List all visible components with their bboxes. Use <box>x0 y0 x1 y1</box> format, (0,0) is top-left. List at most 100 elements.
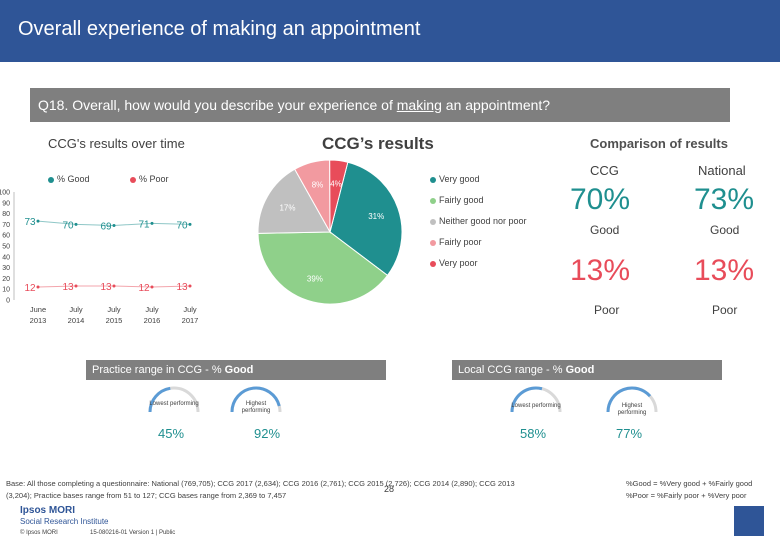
pie-slice <box>257 231 389 305</box>
page-title: Overall experience of making an appointm… <box>18 18 421 40</box>
col-national-header: National <box>698 163 746 178</box>
pie-legend-item: Fairly poor <box>430 237 527 247</box>
practice-highest-gauge <box>230 386 282 413</box>
good-definition: %Good = %Very good + %Fairly good <box>626 479 753 488</box>
pie-legend-label: Fairly good <box>439 195 484 205</box>
data-point <box>150 221 154 225</box>
legend-good-label: % Good <box>57 174 90 184</box>
practice-highest-value: 92% <box>254 426 281 441</box>
good-ccg-label: Good <box>590 223 620 237</box>
pie-legend-item: Neither good nor poor <box>430 216 527 226</box>
practice-range-prefix: Practice range in CCG - % <box>92 364 225 376</box>
y-tick-label: 10 <box>2 287 10 294</box>
data-label: 73 <box>24 217 36 228</box>
x-tick-label: July 2017 <box>182 305 199 325</box>
pie-legend-item: Very good <box>430 174 527 184</box>
pie-legend: Very good Fairly good Neither good nor poo… <box>430 174 527 279</box>
pie-slice-label: 31% <box>368 212 384 221</box>
y-tick-label: 0 <box>6 298 10 305</box>
brand-subtitle: Social Research Institute <box>20 517 109 526</box>
x-tick-label: July 2016 <box>144 305 161 325</box>
pie-slice <box>257 168 331 234</box>
data-point <box>36 285 40 289</box>
local-highest-gauge <box>606 386 658 413</box>
good-ccg-value: 70% <box>570 183 631 216</box>
x-tick-label: July 2014 <box>68 305 85 325</box>
data-label: 70 <box>176 220 188 231</box>
pie-legend-label: Neither good nor poor <box>439 216 527 226</box>
data-point <box>188 222 192 226</box>
gauge-fill <box>148 386 171 413</box>
pie-legend-swatch <box>430 239 436 246</box>
base-footnote: Base: All those completing a questionnai… <box>6 479 515 500</box>
practice-highest-label: Highest performing <box>241 401 271 414</box>
pie-legend-item: Very poor <box>430 258 527 268</box>
copyright-text: © Ipsos MORI <box>20 530 58 536</box>
y-tick-label: 60 <box>2 233 10 240</box>
poor-national-label: Poor <box>712 303 738 317</box>
page-number: 28 <box>384 484 395 494</box>
pie-legend-item: Fairly good <box>430 195 527 205</box>
legend-good: % Good <box>48 174 90 184</box>
poor-national-value: 13% <box>694 254 755 287</box>
pie-legend-label: Very good <box>439 174 480 184</box>
gauge-track <box>148 386 200 413</box>
pie-legend-swatch <box>430 218 436 225</box>
practice-range-bar: Practice range in CCG - % Good <box>86 360 386 380</box>
col-ccg-header: CCG <box>590 163 619 178</box>
y-tick-label: 80 <box>2 211 10 218</box>
data-point <box>74 284 78 288</box>
y-tick-label: 90 <box>2 200 10 207</box>
legend-good-swatch <box>48 176 54 183</box>
question-text: Q18. Overall, how would you describe you… <box>38 97 550 113</box>
ccg-results-heading: CCG’s results <box>322 134 434 153</box>
data-point <box>112 284 116 288</box>
data-label: 69 <box>100 221 112 232</box>
legend-poor-label: % Poor <box>139 174 169 184</box>
poor-definition: %Poor = %Fairly poor + %Very poor <box>626 491 747 500</box>
good-national-label: Good <box>710 223 740 237</box>
pie-legend-swatch <box>430 260 436 267</box>
local-highest-label: Highest performing <box>617 403 647 416</box>
y-tick-label: 30 <box>2 265 10 272</box>
poor-ccg-value: 13% <box>570 254 631 287</box>
practice-range-bold: Good <box>224 364 254 376</box>
x-tick-label: July 2015 <box>106 305 123 325</box>
data-point <box>188 284 192 288</box>
pie-slice-label: 17% <box>279 204 295 213</box>
data-label: 13 <box>100 282 112 293</box>
y-tick-label: 50 <box>2 244 10 251</box>
data-point <box>150 285 154 289</box>
local-range-bold: Good <box>565 364 595 376</box>
over-time-heading: CCG's results over time <box>48 136 185 151</box>
question-underlined: making <box>396 97 442 113</box>
question-bar: Q18. Overall, how would you describe you… <box>30 88 730 122</box>
local-lowest-gauge <box>510 386 562 413</box>
data-label: 13 <box>62 282 74 293</box>
gauge-fill <box>230 386 281 413</box>
y-tick-label: 100 <box>0 190 10 197</box>
data-point <box>112 223 116 227</box>
gauge-fill <box>606 386 652 413</box>
pie-chart: 31% 39% 17% 8% 4% <box>257 159 403 305</box>
practice-lowest-label: Lowest performing <box>149 401 199 407</box>
pie-slice-label: 4% <box>330 179 342 188</box>
good-national-value: 73% <box>694 183 755 216</box>
local-range-prefix: Local CCG range - % <box>458 364 566 376</box>
practice-lowest-gauge <box>148 386 200 413</box>
local-range-bar: Local CCG range - % Good <box>452 360 722 380</box>
version-text: 15-080216-01 Version 1 | Public <box>90 530 176 536</box>
local-highest-value: 77% <box>616 426 643 441</box>
pie-slice-label: 8% <box>312 181 324 190</box>
pie-legend-swatch <box>430 197 436 204</box>
pie-legend-label: Fairly poor <box>439 237 482 247</box>
y-tick-label: 40 <box>2 254 10 261</box>
question-prefix: Q18. Overall, how would you describe you… <box>38 97 397 113</box>
data-label: 12 <box>138 283 150 294</box>
question-suffix: an appointment? <box>441 97 551 113</box>
gauge-fill <box>510 386 543 413</box>
pie-slice <box>329 161 403 277</box>
data-label: 71 <box>138 219 150 230</box>
ipsos-logo-icon <box>734 506 764 536</box>
